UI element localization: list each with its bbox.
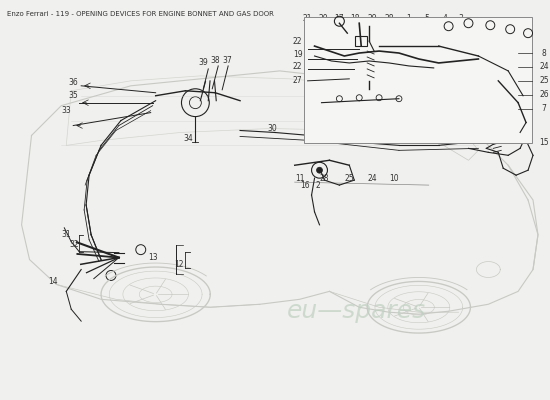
Text: 25: 25 [539,76,549,85]
Bar [355,36,367,46]
Text: 26: 26 [539,90,549,99]
Text: 23: 23 [310,100,320,109]
FancyBboxPatch shape [304,17,532,143]
Text: Enzo Ferrari - 119 - OPENING DEVICES FOR ENGINE BONNET AND GAS DOOR: Enzo Ferrari - 119 - OPENING DEVICES FOR… [7,11,273,17]
Text: 37: 37 [222,56,232,66]
Text: 27: 27 [293,76,303,85]
Text: 41: 41 [372,100,382,109]
Text: 14: 14 [48,277,58,286]
Text: 30: 30 [267,124,277,133]
Text: 17: 17 [334,14,344,23]
Text: 33: 33 [62,106,71,115]
Text: 25: 25 [344,174,354,183]
Text: 39: 39 [199,58,208,68]
Circle shape [317,167,322,173]
Text: 34: 34 [184,134,193,143]
Text: 12: 12 [174,260,183,269]
Text: 24: 24 [539,62,549,72]
Text: 40: 40 [359,114,369,123]
Text: 1: 1 [406,14,411,23]
Text: 42: 42 [349,100,359,109]
Text: 28: 28 [320,174,329,183]
Text: 29: 29 [367,14,377,23]
Text: 22: 22 [293,37,303,46]
Text: 3: 3 [458,14,463,23]
Text: 10: 10 [389,174,399,183]
Text: eu—spares: eu—spares [287,299,426,323]
Text: 20: 20 [318,14,328,23]
Text: 38: 38 [211,56,220,66]
Text: 31: 31 [62,230,71,239]
Text: 2: 2 [315,181,320,190]
Text: 16: 16 [300,181,310,190]
Text: 18: 18 [350,14,360,23]
Text: 35: 35 [68,91,78,100]
Text: 5: 5 [424,14,429,23]
Text: 32: 32 [69,240,79,249]
Text: 11: 11 [295,174,304,183]
Text: 6: 6 [335,100,340,109]
Text: 24: 24 [367,174,377,183]
Text: 19: 19 [293,50,303,58]
Text: 22: 22 [293,62,303,72]
Text: 15: 15 [539,138,549,147]
Text: 36: 36 [68,78,78,87]
Text: 13: 13 [148,253,157,262]
Text: 7: 7 [542,104,546,113]
Text: 21: 21 [303,14,312,23]
Text: 9: 9 [424,100,429,109]
Text: 28: 28 [384,14,394,23]
Text: 8: 8 [542,48,546,58]
Text: 4: 4 [442,14,447,23]
